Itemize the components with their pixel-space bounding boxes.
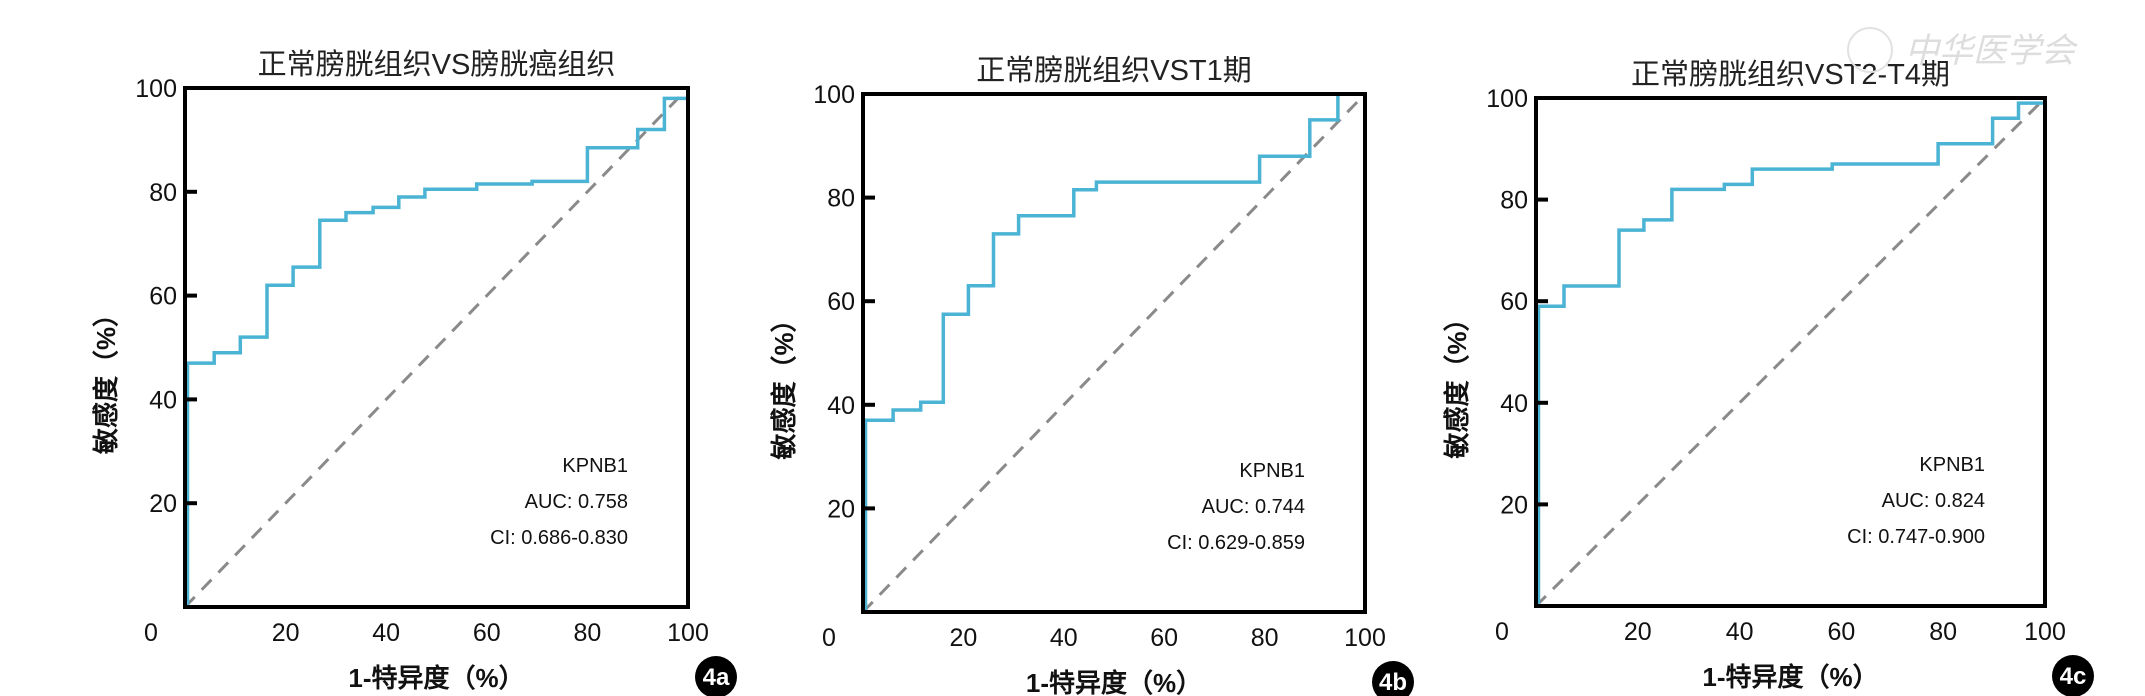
legend-ci: CI: 0.686-0.830 <box>490 527 628 549</box>
reference-diagonal-line <box>183 86 690 609</box>
panel-badge-label: 4a <box>703 664 730 691</box>
y-tick-label: 100 <box>813 81 855 109</box>
x-tick-label: 60 <box>1150 624 1178 652</box>
chart-title: 正常膀胱组织VST1期 <box>976 54 1252 87</box>
origin-tick-label: 0 <box>822 624 836 652</box>
x-tick-label: 80 <box>1251 624 1279 652</box>
y-tick-label: 20 <box>1500 491 1528 519</box>
y-tick-label: 80 <box>827 185 855 213</box>
panel-badge-label: 4b <box>1379 669 1407 696</box>
x-tick-label: 60 <box>1827 618 1855 646</box>
x-axis-label: 1-特异度（%） <box>1702 662 1878 692</box>
plot-frame <box>1534 96 2047 608</box>
x-tick-label: 40 <box>1050 624 1078 652</box>
y-tick-label: 20 <box>827 495 855 523</box>
y-tick-label: 80 <box>1500 187 1528 215</box>
x-tick-label: 20 <box>949 624 977 652</box>
legend-auc: AUC: 0.744 <box>1202 496 1305 518</box>
y-tick-label: 60 <box>827 288 855 316</box>
y-tick-label: 40 <box>149 386 177 414</box>
legend-auc: AUC: 0.758 <box>525 491 628 513</box>
panel-badge <box>1372 661 1414 696</box>
legend-ci: CI: 0.629-0.859 <box>1167 532 1305 554</box>
y-axis-label: 敏感度（%） <box>1442 305 1472 459</box>
watermark-seal-icon <box>1847 27 1893 73</box>
panel-badge-label: 4c <box>2060 663 2087 690</box>
y-axis-label: 敏感度（%） <box>769 306 799 460</box>
x-tick-label: 100 <box>2024 618 2066 646</box>
y-tick-label: 80 <box>149 179 177 207</box>
x-tick-label: 20 <box>1624 618 1652 646</box>
legend-marker-name: KPNB1 <box>562 455 628 477</box>
x-tick-label: 100 <box>1344 624 1386 652</box>
panel-badge <box>2052 655 2094 696</box>
y-tick-label: 60 <box>1500 288 1528 316</box>
y-axis-label: 敏感度（%） <box>91 301 121 455</box>
y-tick-label: 40 <box>1500 390 1528 418</box>
x-tick-label: 80 <box>573 619 601 647</box>
x-tick-label: 80 <box>1929 618 1957 646</box>
x-axis-label: 1-特异度（%） <box>348 663 524 693</box>
x-tick-label: 20 <box>272 619 300 647</box>
roc-curve-kpnb1 <box>1536 98 2047 608</box>
origin-tick-label: 0 <box>144 619 158 647</box>
y-tick-label: 100 <box>1486 85 1528 113</box>
plot-frame <box>183 86 690 609</box>
x-tick-label: 60 <box>473 619 501 647</box>
legend-auc: AUC: 0.824 <box>1882 490 1985 512</box>
plot-frame <box>861 92 1367 614</box>
reference-diagonal-line <box>861 92 1367 614</box>
roc-curve-kpnb1 <box>185 88 690 609</box>
y-tick-label: 40 <box>827 392 855 420</box>
y-tick-label: 20 <box>149 490 177 518</box>
legend-marker-name: KPNB1 <box>1919 454 1985 476</box>
watermark-text: 中华医学会 <box>1905 31 2079 71</box>
legend-marker-name: KPNB1 <box>1239 460 1305 482</box>
y-tick-label: 60 <box>149 283 177 311</box>
panel-badge <box>695 656 737 696</box>
x-tick-label: 40 <box>372 619 400 647</box>
chart-title: 正常膀胱组织VST2-T4期 <box>1631 58 1950 91</box>
legend-ci: CI: 0.747-0.900 <box>1847 526 1985 548</box>
x-tick-label: 40 <box>1726 618 1754 646</box>
roc-panel-4b: 正常膀胱组织VST1期 20 40 60 80 100 20 40 60 80 100 0 1-特异度（… <box>769 54 1414 696</box>
x-axis-label: 1-特异度（%） <box>1026 668 1202 696</box>
y-tick-label: 100 <box>135 75 177 103</box>
roc-panel-4c: 正常膀胱组织VST2-T4期 20 40 60 80 100 20 40 60 80 100 0 1-特… <box>1442 58 2094 696</box>
roc-curve-kpnb1 <box>863 92 1365 614</box>
origin-tick-label: 0 <box>1495 618 1509 646</box>
x-tick-label: 100 <box>667 619 709 647</box>
roc-panel-4a: 正常膀胱组织VS膀胱癌组织 20 40 60 80 100 20 40 60 80 100 0 1-特异… <box>91 48 737 696</box>
chart-title: 正常膀胱组织VS膀胱癌组织 <box>258 48 616 81</box>
